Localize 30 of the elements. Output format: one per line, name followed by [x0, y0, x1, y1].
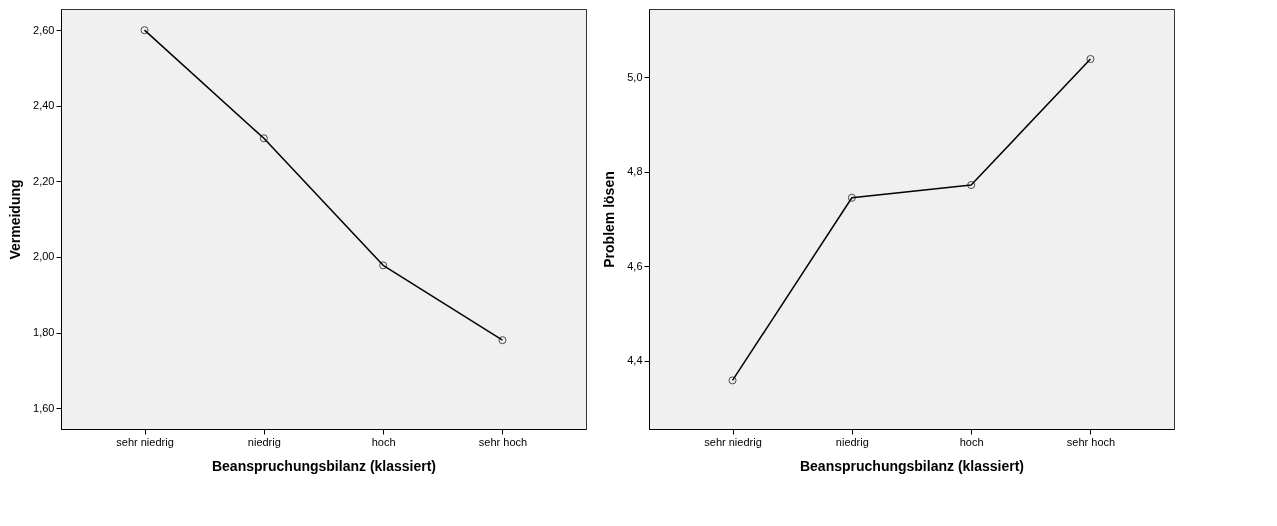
- y-tick-label: 4,6: [627, 259, 643, 272]
- x-tick-label: sehr niedrig: [116, 435, 174, 448]
- x-axis-title: Beanspruchungsbilanz (klassiert): [211, 457, 437, 474]
- point: [847, 193, 856, 202]
- point: [140, 26, 149, 35]
- y-axis-title: Problem lösen: [601, 171, 618, 268]
- point: [728, 376, 737, 385]
- y-tick-label: 2,00: [33, 250, 55, 263]
- point: [1086, 54, 1095, 64]
- x-axis-title: Beanspruchungsbilanz (klassiert): [799, 457, 1025, 474]
- x-tick-label: sehr hoch: [478, 435, 528, 448]
- point: [498, 336, 507, 345]
- y-axis-title: Vermeidung: [7, 179, 24, 260]
- x-tick-label: hoch: [959, 435, 984, 448]
- point: [967, 180, 976, 190]
- y-tick-label: 1,60: [33, 401, 55, 414]
- x-tick-label: niedrig: [247, 435, 281, 448]
- y-tick-label: 2,40: [33, 99, 55, 112]
- y-tick-label: 5,0: [627, 70, 643, 83]
- y-tick-label: 4,8: [627, 165, 643, 178]
- x-tick-label: hoch: [371, 435, 396, 448]
- y-tick-label: 1,80: [33, 326, 55, 339]
- point: [379, 261, 388, 270]
- y-tick-label: 2,20: [33, 174, 55, 187]
- x-tick-label: sehr hoch: [1066, 435, 1116, 448]
- x-tick-label: sehr niedrig: [704, 435, 762, 448]
- point: [259, 134, 268, 143]
- y-tick-label: 2,60: [33, 23, 55, 36]
- x-tick-label: niedrig: [835, 435, 869, 448]
- y-tick-label: 4,4: [627, 354, 643, 367]
